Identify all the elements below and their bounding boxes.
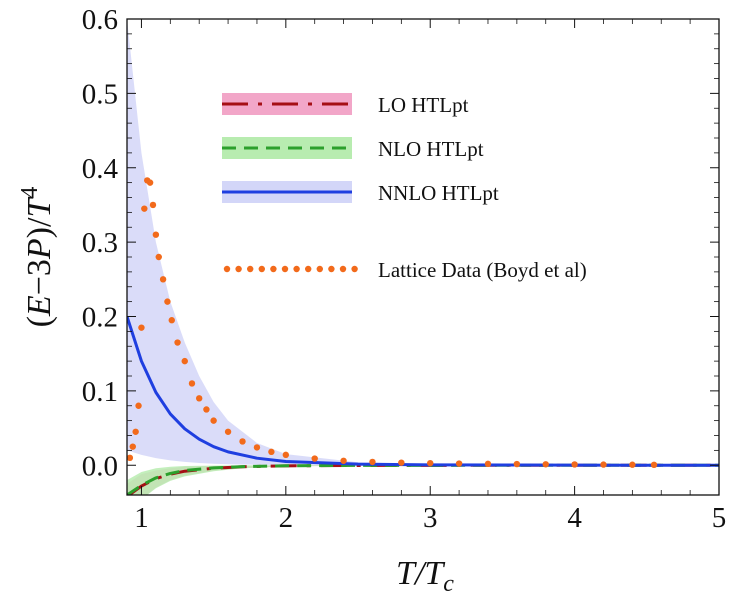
lattice-data-point [340,457,347,464]
nlo-htlpt-band [127,465,719,495]
lattice-data-point [542,461,549,468]
legend-swatch-lattice-data-boyd-et-al [305,265,312,273]
legend-swatch-lattice-data-boyd-et-al [316,265,323,273]
y-tick-label: 0.5 [82,78,118,110]
legend: LO HTLpt NLO HTLpt NNLO HTLpt Lattice Data … [222,93,587,282]
legend-swatch-lattice-data-boyd-et-al [293,265,300,273]
legend-label-nnlo-htlpt: NNLO HTLpt [378,181,499,205]
axis-titles: T/Tc (E−3P)/T4 [17,187,454,597]
lattice-data-point [195,395,203,402]
lattice-data-point [203,406,210,413]
lattice-data-point [159,276,167,283]
lattice-data-point [164,298,171,305]
lattice-data-point [141,205,148,212]
y-tick-label: 0.2 [82,302,118,334]
legend-swatch-lattice-data-boyd-et-al [235,265,242,273]
lattice-data-point [138,324,145,331]
y-tick-label: 0.3 [82,227,118,259]
lattice-data-point [571,461,578,468]
y-axis-title: (E−3P)/T4 [17,187,58,328]
lattice-data-point [224,428,232,435]
lattice-data-point [268,448,275,456]
nnlo-htlpt-band [127,19,719,466]
x-tick-label: 5 [712,502,727,534]
uncertainty-bands [127,19,719,495]
lattice-data-point [282,451,290,459]
lattice-data-point [127,454,134,462]
lattice-data-point [181,357,188,365]
y-tick-label: 0.1 [82,376,118,408]
lattice-data-point [188,380,196,387]
lattice-data-point [369,458,376,466]
y-tick-label: 0.6 [82,4,118,36]
lattice-data-point [311,455,318,462]
legend-swatch-lattice-data-boyd-et-al [247,265,254,273]
y-tick-label: 0.4 [82,153,119,185]
legend-label-lo-htlpt: LO HTLpt [378,93,469,117]
lattice-data-point [600,461,607,468]
x-tick-label: 1 [134,502,149,534]
x-tick-label: 4 [567,502,582,534]
lattice-data-point [210,417,217,424]
lattice-data-point [129,443,136,450]
x-tick-label: 3 [423,502,438,534]
legend-swatch-lattice-data-boyd-et-al [223,265,231,273]
x-axis-title: T/Tc [396,555,454,597]
lattice-data-point [146,179,154,186]
legend-label-lattice-data-boyd-et-al: Lattice Data (Boyd et al) [378,258,587,282]
series-lines [127,316,719,495]
lattice-data-point [427,459,434,467]
x-tick-label: 2 [279,502,294,534]
lattice-data-point [484,460,492,468]
lattice-data-point [152,231,160,238]
lattice-data-point [132,428,139,435]
lattice-data-point [168,317,175,324]
lattice-data-point [135,402,142,409]
nnlo-htlpt-line [127,316,719,467]
legend-swatch-lattice-data-boyd-et-al [351,265,358,273]
lattice-data-point [253,444,261,451]
legend-swatch-lattice-data-boyd-et-al [258,265,265,273]
lattice-data-point [513,460,521,468]
legend-band-nlo-htlpt [222,137,352,159]
legend-swatch-lattice-data-boyd-et-al [270,265,277,273]
lattice-data-point [174,339,181,346]
lattice-data-point [239,438,246,445]
lattice-data-point [398,459,405,466]
legend-swatch-lattice-data-boyd-et-al [328,265,335,273]
y-tick-label: 0.0 [82,450,118,482]
lattice-data-point [629,461,636,468]
axis-ticks: 1 2 3 4 5 0.0 0.1 0.2 0.3 0.4 0.5 0.6 [82,4,727,534]
lattice-data-point [155,253,162,261]
lo-htlpt-line [127,463,719,495]
lattice-data-point [149,201,157,209]
lattice-points [127,177,658,469]
legend-label-nlo-htlpt: NLO HTLpt [378,137,484,161]
legend-swatch-lattice-data-boyd-et-al [339,265,347,273]
lattice-data-point [650,461,658,469]
lattice-data-point [455,460,463,467]
legend-swatch-lattice-data-boyd-et-al [281,265,289,273]
